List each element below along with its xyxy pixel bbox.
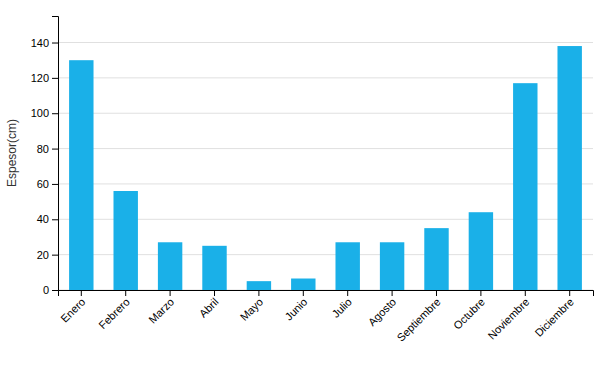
- x-tick-mark: [392, 290, 393, 296]
- x-tick-mark: [569, 290, 570, 296]
- x-tick-label: Febrero: [96, 296, 132, 332]
- y-tick: 0: [43, 284, 58, 296]
- plot: 0 20 40 60 80 100 120 140 Enero Febrero Marzo Abril…: [31, 17, 594, 344]
- y-tick-label: 40: [37, 213, 49, 225]
- bar: [380, 242, 404, 290]
- bar: [424, 228, 448, 290]
- bar: [291, 279, 315, 290]
- bar: [557, 46, 581, 290]
- x-tick: Mayo: [238, 290, 266, 323]
- bars: [69, 46, 582, 290]
- y-tick: 40: [37, 213, 58, 225]
- y-tick-label: 100: [31, 107, 49, 119]
- x-tick: Julio: [329, 290, 353, 320]
- y-tick-mark: [52, 78, 58, 79]
- grid-line: [58, 254, 593, 255]
- y-tick: 60: [37, 178, 58, 190]
- x-tick-label: Abril: [197, 296, 221, 320]
- x-tick-label: Enero: [58, 296, 87, 325]
- y-tick-mark: [52, 184, 58, 185]
- x-axis: Enero Febrero Marzo Abril Mayo Junio Julio Agos…: [58, 290, 593, 344]
- chart-container: 0 20 40 60 80 100 120 140 Enero Febrero Marzo Abril…: [0, 0, 611, 368]
- bar: [247, 281, 271, 290]
- x-tick: Marzo: [146, 290, 176, 326]
- grid-line: [58, 148, 593, 149]
- y-tick-mark: [52, 149, 58, 150]
- y-tick: 100: [31, 107, 58, 119]
- y-tick: 80: [37, 143, 58, 155]
- x-tick-label: Julio: [329, 296, 353, 320]
- x-tick-mark: [436, 290, 437, 296]
- grid-line: [58, 113, 593, 114]
- x-tick-mark: [525, 290, 526, 296]
- grid-line: [58, 42, 593, 43]
- x-tick: Octubre: [451, 290, 487, 332]
- y-tick-label: 60: [37, 178, 49, 190]
- bar: [69, 60, 93, 290]
- x-tick-label: Noviembre: [485, 296, 531, 342]
- x-tick: Diciembre: [532, 290, 575, 339]
- x-tick-mark: [214, 290, 215, 296]
- bar: [469, 212, 493, 290]
- bar: [202, 246, 226, 290]
- y-tick-mark: [52, 43, 58, 44]
- x-tick: Enero: [58, 290, 87, 325]
- y-tick: 20: [37, 249, 58, 261]
- x-tick-mark: [258, 290, 259, 296]
- y-tick-label: 120: [31, 72, 49, 84]
- x-tick: Junio: [282, 290, 309, 323]
- x-tick-label: Junio: [282, 296, 309, 323]
- y-tick-mark: [52, 290, 58, 291]
- x-tick: Febrero: [96, 290, 132, 331]
- grid: [58, 43, 593, 290]
- grid-line: [58, 183, 593, 184]
- y-axis: 0 20 40 60 80 100 120 140: [31, 17, 59, 297]
- y-axis-line: [52, 17, 59, 291]
- x-tick-mark: [480, 290, 481, 296]
- y-tick-label: 20: [37, 249, 49, 261]
- x-tick: Abril: [197, 290, 221, 320]
- y-tick-mark: [52, 113, 58, 114]
- x-tick: Noviembre: [485, 290, 531, 342]
- y-tick: 140: [31, 37, 58, 49]
- x-tick-mark: [125, 290, 126, 296]
- x-tick-mark: [347, 290, 348, 296]
- y-tick-label: 80: [37, 143, 49, 155]
- x-tick-mark: [170, 290, 171, 296]
- x-tick: Septiembre: [394, 290, 442, 344]
- y-tick-mark: [52, 255, 58, 256]
- y-tick-label: 140: [31, 37, 49, 49]
- chart-svg: 0 20 40 60 80 100 120 140 Enero Febrero Marzo Abril…: [0, 0, 611, 368]
- x-tick-mark: [81, 290, 82, 296]
- x-axis-line: [59, 291, 594, 297]
- x-tick-label: Agosto: [366, 296, 399, 329]
- bar: [158, 242, 182, 290]
- x-tick-label: Marzo: [146, 296, 176, 326]
- x-tick-mark: [303, 290, 304, 296]
- x-tick: Agosto: [366, 290, 399, 328]
- y-axis-title: Espesor(cm): [5, 119, 19, 187]
- bar: [113, 191, 137, 290]
- x-tick-label: Septiembre: [394, 296, 442, 344]
- y-tick: 120: [31, 72, 58, 84]
- grid-line: [58, 77, 593, 78]
- y-tick-label: 0: [43, 284, 49, 296]
- x-tick-label: Mayo: [238, 296, 266, 324]
- y-tick-mark: [52, 219, 58, 220]
- grid-line: [58, 219, 593, 220]
- x-tick-label: Diciembre: [532, 296, 575, 339]
- bar: [335, 242, 359, 290]
- bar: [513, 83, 537, 290]
- x-tick-label: Octubre: [451, 296, 487, 332]
